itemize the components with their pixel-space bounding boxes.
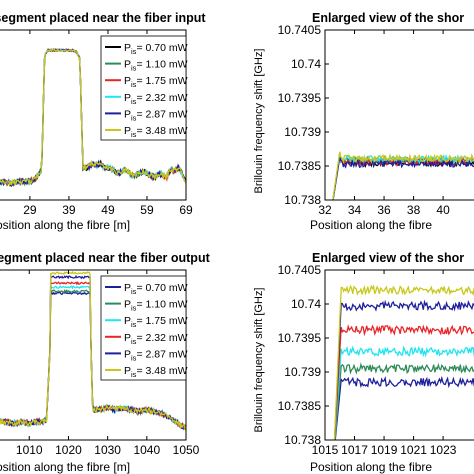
- plot-area: [325, 270, 474, 440]
- x-tick-label: 40: [436, 203, 450, 217]
- legend-entry: Pis= 0.70 mW: [124, 282, 188, 296]
- series-line-5: [333, 299, 474, 440]
- x-tick-label: 59: [140, 203, 154, 217]
- y-tick-label: 10.739: [284, 365, 321, 379]
- series-line-5: [0, 47, 186, 187]
- y-tick-label: 10.7385: [278, 159, 322, 173]
- x-tick-label: 29: [23, 203, 37, 217]
- title-top-left: segment placed near the fiber input: [0, 11, 206, 25]
- xlabel-top-left: osition along the fibre [m]: [0, 218, 130, 232]
- x-tick-label: 1023: [430, 443, 457, 457]
- x-tick-label: 1021: [400, 443, 427, 457]
- axes-frame: [324, 29, 474, 201]
- legend-entry: Pis= 2.32 mW: [124, 332, 188, 346]
- y-tick-label: 10.7395: [278, 331, 322, 345]
- legend-entry: Pis= 2.32 mW: [124, 92, 188, 106]
- title-bottom-left: segment placed near the fiber output: [0, 251, 211, 265]
- legend-entry: Pis= 0.70 mW: [124, 42, 188, 56]
- x-tick-label: 69: [179, 203, 193, 217]
- legend-entry: Pis= 3.48 mW: [124, 365, 188, 379]
- series-line-1: [334, 375, 474, 440]
- legend-box: [100, 35, 187, 141]
- xlabel-bottom-right: Position along the fibre: [310, 460, 432, 474]
- x-tick-label: 1020: [55, 443, 82, 457]
- legend-box: [100, 275, 187, 381]
- series-line-6: [0, 47, 186, 186]
- series-group: [332, 151, 474, 200]
- legend-entry: Pis= 1.75 mW: [124, 75, 188, 89]
- panel-top-right: 32 34 36 38 40 10.738 10.7385 10.739 10.7395 10.7…: [278, 23, 474, 217]
- y-tick-label: 10.74: [291, 57, 321, 71]
- x-tick-label: 36: [377, 203, 391, 217]
- legend: Pis= 0.70 mW Pis= 1.10 mW Pis= 1.75 mW Pis=…: [100, 275, 188, 381]
- x-tick-label: 49: [101, 203, 115, 217]
- series-group: [333, 284, 474, 440]
- plot-area: [325, 30, 474, 200]
- x-tick-label: 1050: [173, 443, 200, 457]
- x-tick-label: 1030: [94, 443, 121, 457]
- series-group: [0, 47, 186, 188]
- legend-entry: Pis= 1.10 mW: [124, 299, 188, 313]
- series-line-3: [334, 345, 474, 440]
- legend-entry: Pis= 3.48 mW: [124, 125, 188, 139]
- y-tick-label: 10.739: [284, 125, 321, 139]
- x-tick-label: 32: [318, 203, 332, 217]
- legend-entry: Pis= 1.75 mW: [124, 315, 188, 329]
- x-tick-label: 1010: [16, 443, 43, 457]
- legend-entry: Pis= 1.10 mW: [124, 59, 188, 73]
- plot-layer: 29 39 49 59 69 Pis= 0.70 mW Pis= 1.10 mW Pis= 1…: [0, 23, 474, 457]
- panel-bottom-right: 1015 1017 1019 1021 1023 10.738 10.7385 10.739 1…: [278, 263, 474, 457]
- legend-entry: Pis= 2.87 mW: [124, 348, 188, 362]
- series-line-6: [333, 284, 474, 440]
- panel-top-left: 29 39 49 59 69 Pis= 0.70 mW Pis= 1.10 mW Pis= 1…: [0, 29, 193, 217]
- series-line-6: [0, 270, 186, 431]
- title-top-right: Enlarged view of the shor: [312, 11, 464, 25]
- y-tick-label: 10.74: [291, 297, 321, 311]
- series-group: [0, 270, 186, 431]
- y-tick-label: 10.7405: [278, 23, 322, 37]
- series-line-4: [334, 324, 474, 440]
- panel-bottom-left: 1010 1020 1030 1040 1050 Pis= 0.70 mW Pis= 1.1…: [0, 269, 200, 457]
- x-tick-label: 34: [348, 203, 362, 217]
- y-tick-label: 10.738: [284, 433, 321, 447]
- x-tick-label: 1019: [371, 443, 398, 457]
- ylabel-bottom-right: Brillouin frequency shift [GHz]: [253, 288, 265, 433]
- series-line-2: [334, 362, 474, 440]
- x-tick-label: 38: [407, 203, 421, 217]
- x-tick-label: 1017: [341, 443, 368, 457]
- legend-entry: Pis= 2.87 mW: [124, 108, 188, 122]
- xlabel-bottom-left: osition along the fibre [m]: [0, 460, 130, 474]
- ylabel-top-right: Brillouin frequency shift [GHz]: [253, 49, 265, 194]
- xlabel-top-right: Position along the fibre: [310, 218, 432, 232]
- axes-frame: [324, 269, 474, 441]
- y-tick-label: 10.738: [284, 193, 321, 207]
- x-tick-label: 39: [62, 203, 76, 217]
- legend: Pis= 0.70 mW Pis= 1.10 mW Pis= 1.75 mW Pis=…: [100, 35, 188, 141]
- x-tick-label: 1015: [312, 443, 339, 457]
- y-tick-label: 10.7405: [278, 263, 322, 277]
- series-line-6: [332, 151, 474, 200]
- title-bottom-right: Enlarged view of the shor: [312, 251, 464, 265]
- y-tick-label: 10.7395: [278, 91, 322, 105]
- y-tick-label: 10.7385: [278, 399, 322, 413]
- x-tick-label: 1040: [133, 443, 160, 457]
